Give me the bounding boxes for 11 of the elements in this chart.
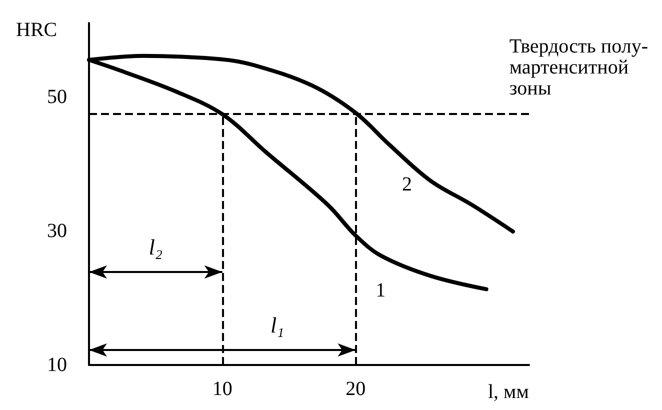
y-tick-label: 10 [47,354,67,376]
annotation: l₂ [148,234,163,260]
x-tick-label: 20 [346,378,366,400]
x-axis-title: l, мм [488,381,530,403]
annotation: l₁ [270,312,284,338]
ref-line-label: Твердость полу- мартенситной зоны [509,36,648,100]
y-tick-label: 50 [47,86,67,108]
y-axis-title: HRC [16,19,58,41]
series-label: 2 [402,173,412,196]
series-label: 1 [376,280,386,302]
y-tick-label: 30 [47,220,67,242]
